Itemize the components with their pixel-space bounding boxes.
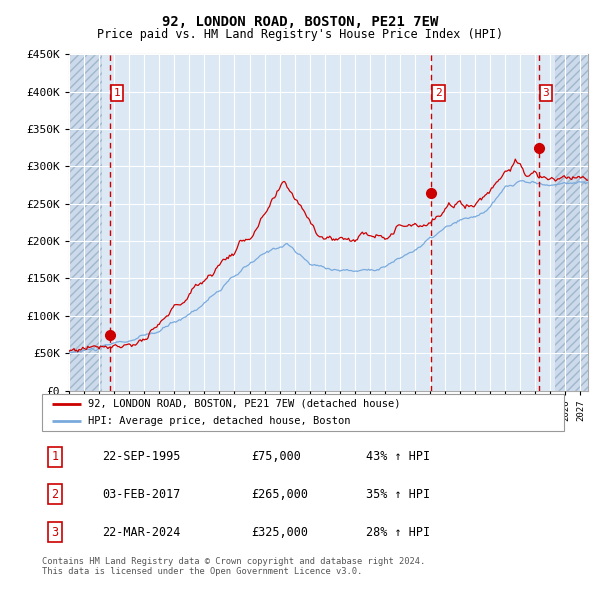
Text: £75,000: £75,000 bbox=[251, 450, 301, 463]
Text: 1: 1 bbox=[114, 88, 121, 98]
Text: 2: 2 bbox=[52, 488, 59, 501]
Text: 92, LONDON ROAD, BOSTON, PE21 7EW (detached house): 92, LONDON ROAD, BOSTON, PE21 7EW (detac… bbox=[88, 399, 400, 409]
Text: £265,000: £265,000 bbox=[251, 488, 308, 501]
Text: 22-SEP-1995: 22-SEP-1995 bbox=[102, 450, 181, 463]
Text: 2: 2 bbox=[435, 88, 442, 98]
FancyBboxPatch shape bbox=[42, 394, 564, 431]
Text: HPI: Average price, detached house, Boston: HPI: Average price, detached house, Bost… bbox=[88, 416, 350, 426]
Text: Contains HM Land Registry data © Crown copyright and database right 2024.
This d: Contains HM Land Registry data © Crown c… bbox=[42, 557, 425, 576]
Text: 3: 3 bbox=[542, 88, 549, 98]
Text: 03-FEB-2017: 03-FEB-2017 bbox=[102, 488, 181, 501]
Text: 22-MAR-2024: 22-MAR-2024 bbox=[102, 526, 181, 539]
Bar bbox=[69, 54, 102, 391]
Text: Price paid vs. HM Land Registry's House Price Index (HPI): Price paid vs. HM Land Registry's House … bbox=[97, 28, 503, 41]
Text: 35% ↑ HPI: 35% ↑ HPI bbox=[365, 488, 430, 501]
Bar bbox=[555, 54, 588, 391]
Text: 92, LONDON ROAD, BOSTON, PE21 7EW: 92, LONDON ROAD, BOSTON, PE21 7EW bbox=[162, 15, 438, 30]
Text: £325,000: £325,000 bbox=[251, 526, 308, 539]
Text: 28% ↑ HPI: 28% ↑ HPI bbox=[365, 526, 430, 539]
Text: 3: 3 bbox=[52, 526, 59, 539]
Text: 1: 1 bbox=[52, 450, 59, 463]
Text: 43% ↑ HPI: 43% ↑ HPI bbox=[365, 450, 430, 463]
